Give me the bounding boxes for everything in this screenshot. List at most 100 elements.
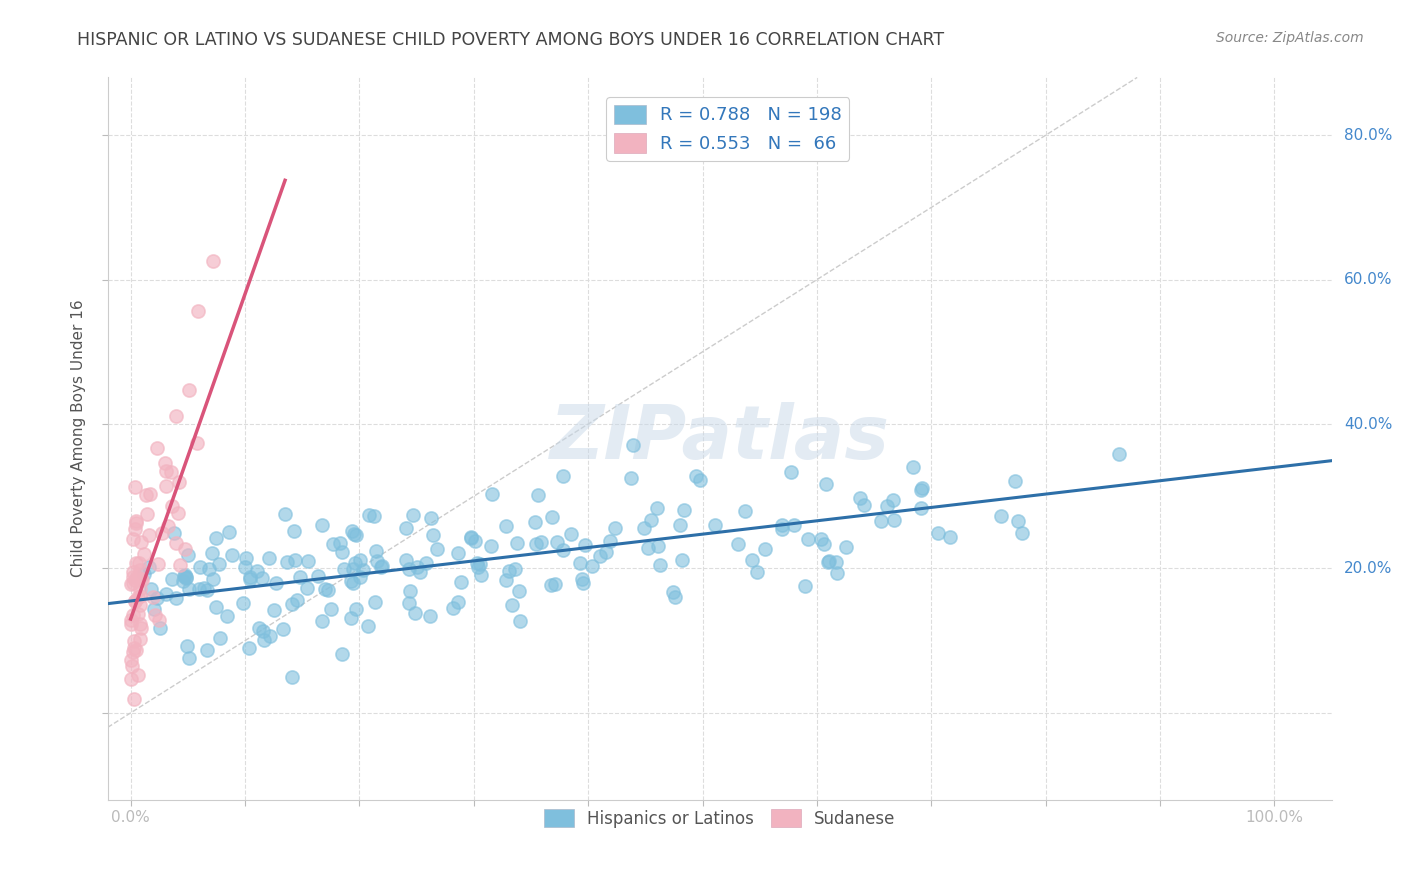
- Point: [366, 544, 388, 558]
- Point: [797, 533, 820, 547]
- Point: [734, 504, 756, 518]
- Point: [825, 555, 848, 569]
- Point: [398, 596, 420, 610]
- Point: [201, 546, 224, 560]
- Point: [409, 565, 432, 579]
- Point: [662, 584, 685, 599]
- Point: [398, 562, 420, 576]
- Point: [138, 528, 160, 542]
- Point: [589, 549, 612, 563]
- Point: [339, 574, 361, 589]
- Point: [770, 518, 793, 533]
- Point: [122, 641, 145, 656]
- Point: [239, 570, 262, 584]
- Point: [138, 559, 160, 574]
- Point: [603, 521, 626, 535]
- Point: [689, 473, 711, 487]
- Point: [426, 542, 449, 557]
- Point: [209, 631, 232, 645]
- Point: [404, 606, 426, 620]
- Point: [637, 541, 659, 555]
- Point: [813, 537, 835, 551]
- Point: [526, 537, 548, 551]
- Point: [152, 526, 174, 541]
- Point: [541, 509, 564, 524]
- Point: [285, 592, 308, 607]
- Point: [129, 535, 152, 549]
- Point: [129, 582, 152, 596]
- Point: [747, 565, 769, 579]
- Point: [273, 507, 295, 521]
- Point: [122, 633, 145, 648]
- Point: [129, 621, 152, 635]
- Point: [344, 602, 367, 616]
- Point: [640, 513, 662, 527]
- Point: [202, 572, 225, 586]
- Point: [546, 535, 568, 549]
- Text: 60.0%: 60.0%: [1344, 272, 1392, 287]
- Point: [540, 577, 562, 591]
- Text: 80.0%: 80.0%: [1344, 128, 1392, 143]
- Point: [420, 511, 443, 525]
- Point: [177, 582, 200, 596]
- Point: [876, 500, 898, 514]
- Point: [322, 537, 344, 551]
- Point: [120, 616, 142, 631]
- Point: [127, 591, 149, 605]
- Point: [883, 512, 905, 526]
- Point: [332, 562, 354, 576]
- Point: [307, 569, 329, 583]
- Point: [253, 632, 276, 647]
- Point: [825, 566, 848, 580]
- Point: [599, 534, 621, 549]
- Point: [352, 563, 374, 577]
- Point: [770, 522, 793, 536]
- Point: [620, 471, 643, 485]
- Point: [122, 566, 145, 580]
- Point: [263, 603, 285, 617]
- Point: [155, 479, 177, 493]
- Point: [343, 527, 366, 541]
- Point: [501, 598, 523, 612]
- Point: [481, 487, 503, 501]
- Point: [479, 539, 502, 553]
- Point: [464, 533, 486, 548]
- Point: [174, 541, 197, 556]
- Point: [349, 570, 371, 584]
- Point: [276, 555, 298, 569]
- Point: [911, 481, 934, 495]
- Point: [284, 553, 307, 567]
- Point: [142, 602, 165, 616]
- Point: [128, 616, 150, 631]
- Point: [143, 607, 166, 622]
- Point: [817, 555, 839, 569]
- Point: [174, 568, 197, 582]
- Point: [122, 692, 145, 706]
- Point: [553, 542, 575, 557]
- Point: [165, 591, 187, 605]
- Point: [188, 559, 211, 574]
- Point: [160, 499, 183, 513]
- Point: [125, 514, 148, 528]
- Point: [166, 506, 188, 520]
- Point: [780, 465, 803, 479]
- Point: [264, 575, 287, 590]
- Point: [131, 573, 153, 587]
- Point: [793, 579, 815, 593]
- Point: [349, 553, 371, 567]
- Point: [173, 569, 195, 583]
- Point: [163, 525, 186, 540]
- Point: [1007, 514, 1029, 528]
- Point: [259, 628, 281, 642]
- Text: HISPANIC OR LATINO VS SUDANESE CHILD POVERTY AMONG BOYS UNDER 16 CORRELATION CHA: HISPANIC OR LATINO VS SUDANESE CHILD POV…: [77, 31, 945, 49]
- Point: [901, 459, 924, 474]
- Point: [202, 254, 225, 268]
- Point: [167, 475, 190, 490]
- Point: [810, 533, 832, 547]
- Point: [129, 563, 152, 577]
- Point: [172, 574, 194, 589]
- Point: [321, 602, 343, 616]
- Point: [136, 507, 159, 521]
- Point: [571, 572, 593, 586]
- Point: [186, 435, 208, 450]
